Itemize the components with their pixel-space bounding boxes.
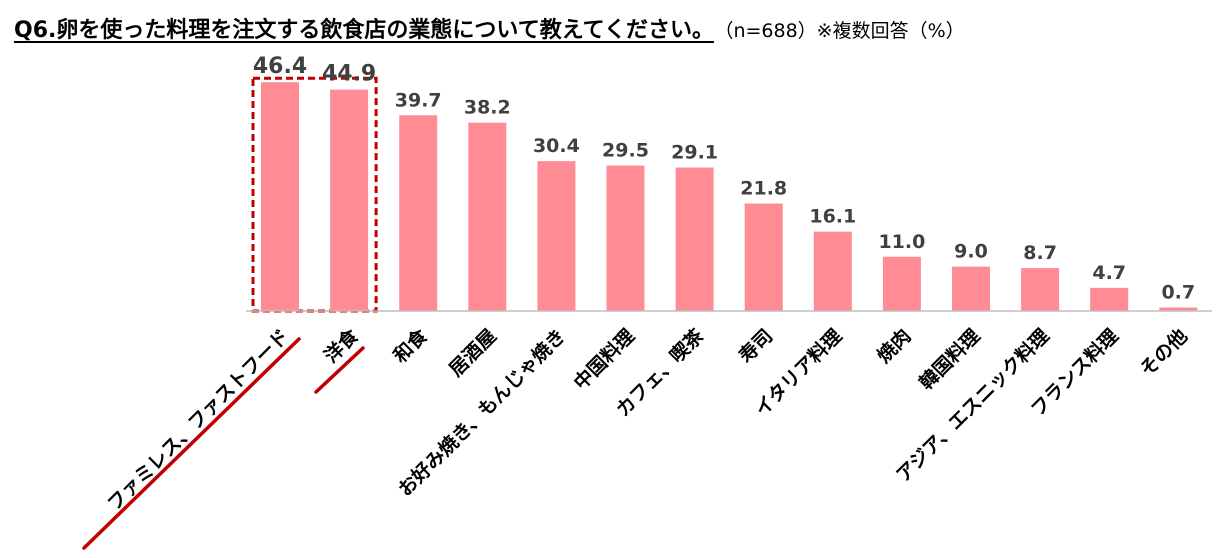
bars-layer [261, 82, 1198, 312]
bar-9 [882, 256, 921, 311]
bar-4 [537, 161, 576, 311]
highlight-underline-1 [314, 346, 365, 394]
bar-3 [468, 122, 507, 311]
bar-0 [261, 82, 299, 311]
value-labels-layer: 46.4 44.9 39.7 38.2 30.4 29.5 29.1 21.8 16.1 11.0… [253, 54, 1195, 303]
highlight-underline-0 [82, 337, 301, 550]
chart-title: Q6.卵を使った料理を注文する飲食店の業態について教えてください。 [14, 18, 714, 43]
value-label-8: 16.1 [809, 206, 856, 228]
value-label-11: 8.7 [1023, 242, 1057, 264]
bar-12 [1090, 287, 1129, 311]
value-label-2: 39.7 [395, 89, 442, 111]
value-label-1: 44.9 [322, 62, 376, 87]
value-label-0: 46.4 [253, 54, 307, 79]
value-label-9: 11.0 [878, 231, 925, 253]
bar-6 [675, 167, 714, 311]
bar-11 [1021, 268, 1060, 311]
bar-7 [744, 203, 783, 311]
value-label-10: 9.0 [954, 241, 988, 263]
category-label-9: 焼肉 [872, 324, 915, 367]
category-label-5: 中国料理 [569, 324, 639, 394]
chart-subtitle: （n=688）※複数回答（%） [723, 20, 965, 42]
category-label-2: 和食 [389, 324, 433, 368]
highlight-box [251, 76, 378, 313]
value-label-13: 0.7 [1161, 282, 1195, 304]
category-label-13: その他 [1135, 324, 1192, 381]
value-label-3: 38.2 [464, 97, 511, 119]
bar-1 [330, 89, 369, 311]
category-label-3: 居酒屋 [445, 325, 501, 381]
category-label-0: ファミレス、ファストフード [103, 325, 293, 515]
value-label-7: 21.8 [740, 178, 787, 200]
value-label-4: 30.4 [533, 135, 580, 157]
value-label-6: 29.1 [671, 142, 718, 164]
highlight-layer [251, 76, 378, 313]
bar-2 [399, 115, 438, 312]
bar-5 [606, 165, 645, 311]
category-label-1: 洋食 [319, 324, 363, 368]
category-label-7: 寿司 [734, 324, 777, 367]
bar-10 [952, 266, 990, 311]
title-block: Q6.卵を使った料理を注文する飲食店の業態について教えてください。 （n=688）… [14, 12, 965, 44]
value-label-5: 29.5 [602, 140, 649, 162]
bar-13 [1159, 307, 1198, 311]
category-label-10: 韓国料理 [915, 324, 985, 394]
bar-8 [813, 231, 852, 311]
value-label-12: 4.7 [1092, 262, 1126, 284]
